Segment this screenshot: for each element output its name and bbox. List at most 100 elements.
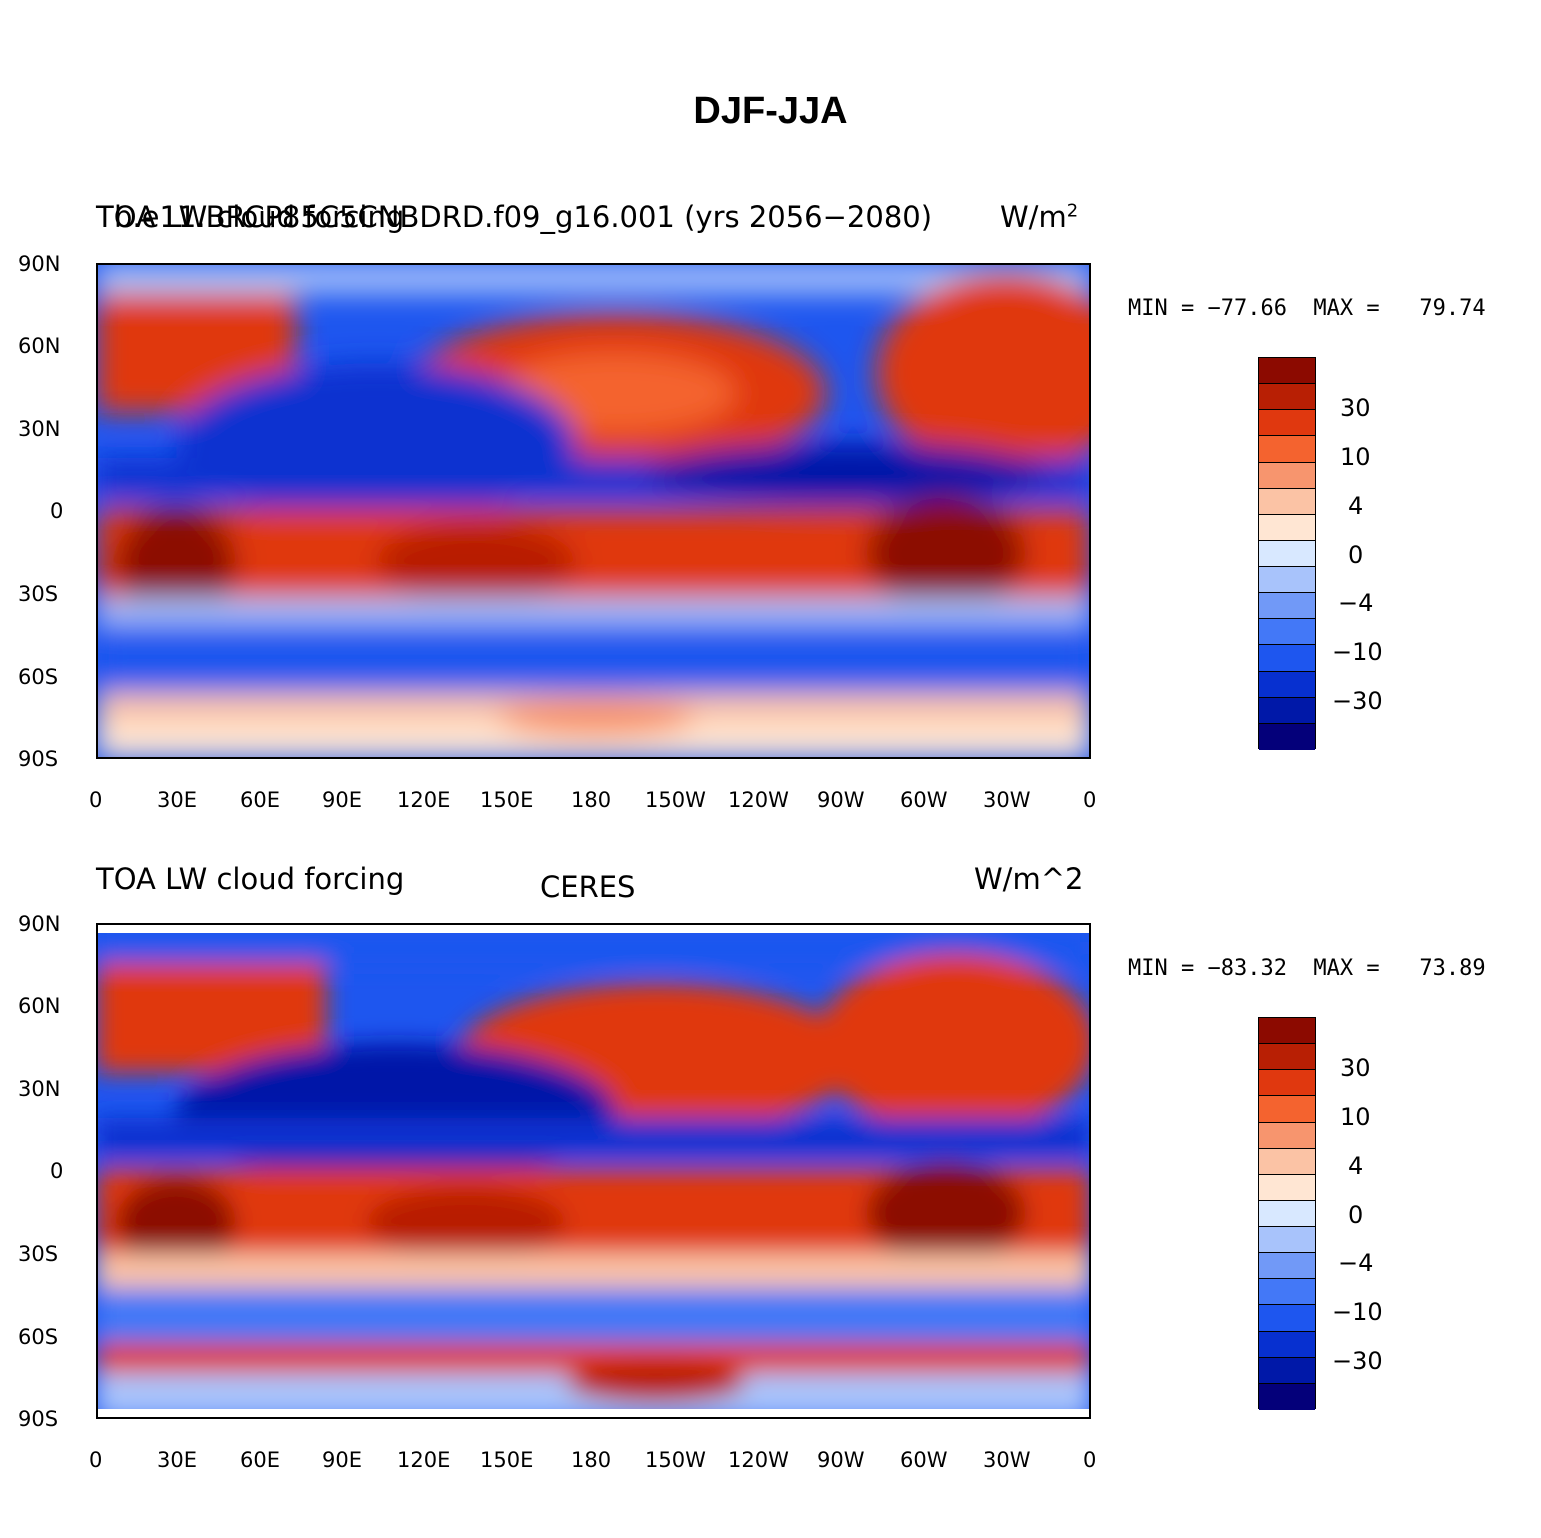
lat-label: 30N bbox=[18, 1077, 61, 1101]
lon-label: 150E bbox=[480, 1448, 534, 1472]
lon-label: 60W bbox=[900, 1448, 948, 1472]
lon-label: 120E bbox=[397, 1448, 451, 1472]
map-model bbox=[96, 263, 1091, 759]
colorbar-cell bbox=[1259, 1148, 1315, 1175]
lon-label: 30W bbox=[983, 788, 1031, 812]
colorbar-cell bbox=[1259, 1279, 1315, 1306]
colorbar-cell bbox=[1259, 1070, 1315, 1097]
lon-label: 90E bbox=[322, 1448, 362, 1472]
colorbar-cell bbox=[1259, 1122, 1315, 1149]
lon-label: 120W bbox=[728, 1448, 789, 1472]
colorbar-label: 0 bbox=[1348, 541, 1364, 569]
colorbar-cell bbox=[1259, 488, 1315, 515]
map-obs-field bbox=[96, 923, 1091, 1419]
panel-left-title: TOA LW cloud forcing bbox=[96, 862, 405, 896]
lat-label: 60N bbox=[18, 994, 61, 1018]
lat-label: 90N bbox=[18, 912, 61, 936]
lat-label: 0 bbox=[50, 499, 64, 523]
colorbar-cell bbox=[1259, 358, 1315, 385]
colorbar-cell bbox=[1259, 1331, 1315, 1358]
lon-label: 180 bbox=[571, 788, 612, 812]
colorbar-cell bbox=[1259, 723, 1315, 750]
lat-label: 30S bbox=[18, 582, 59, 606]
colorbar-label: −4 bbox=[1338, 1249, 1374, 1277]
panel-units-sup: 2 bbox=[1066, 200, 1079, 222]
colorbar-cell bbox=[1259, 593, 1315, 620]
lon-label: 120W bbox=[728, 788, 789, 812]
colorbar-cell bbox=[1259, 1044, 1315, 1071]
lat-label: 60S bbox=[18, 1325, 59, 1349]
lon-label: 150W bbox=[645, 1448, 706, 1472]
lon-label: 60W bbox=[900, 788, 948, 812]
lon-label: 150W bbox=[645, 788, 706, 812]
colorbar-label: −30 bbox=[1332, 1347, 1383, 1375]
colorbar-cell bbox=[1259, 1174, 1315, 1201]
panel-center-title: CERES bbox=[540, 870, 636, 904]
lon-label: 90E bbox=[322, 788, 362, 812]
colorbar-cell bbox=[1259, 697, 1315, 724]
colorbar-cell bbox=[1259, 567, 1315, 594]
colorbar-obs bbox=[1258, 1017, 1316, 1410]
lat-label: 60N bbox=[18, 334, 61, 358]
lat-label: 30N bbox=[18, 417, 61, 441]
colorbar-cell bbox=[1259, 410, 1315, 437]
colorbar-label: 10 bbox=[1340, 1103, 1371, 1131]
colorbar-cell bbox=[1259, 514, 1315, 541]
colorbar-cell bbox=[1259, 384, 1315, 411]
lat-label: 90S bbox=[18, 1407, 59, 1431]
min-max-readout: MIN = −77.66 MAX = 79.74 bbox=[1128, 296, 1486, 321]
lon-label: 90W bbox=[817, 788, 865, 812]
colorbar-label: −4 bbox=[1338, 589, 1374, 617]
map-obs-frame bbox=[96, 923, 1091, 1419]
colorbar-label: −10 bbox=[1332, 638, 1383, 666]
lat-label: 30S bbox=[18, 1242, 59, 1266]
panel-units-text: W/m^2 bbox=[974, 862, 1084, 896]
lon-label: 0 bbox=[89, 788, 103, 812]
panel-units: W/m2 bbox=[1000, 200, 1078, 234]
lon-label: 0 bbox=[89, 1448, 103, 1472]
panel-center-title: b.e11.BRCP85C5CNBDRD.f09_g16.001 (yrs 20… bbox=[114, 200, 933, 234]
panel-left-title: TOA LW cloud forcing bbox=[96, 200, 405, 234]
lon-label: 90W bbox=[817, 1448, 865, 1472]
panel-units-text: W/m bbox=[1000, 200, 1067, 234]
lon-label: 60E bbox=[240, 788, 280, 812]
colorbar-label: 0 bbox=[1348, 1201, 1364, 1229]
colorbar-cell bbox=[1259, 1227, 1315, 1254]
colorbar-label: 4 bbox=[1348, 1152, 1364, 1180]
colorbar-cell bbox=[1259, 645, 1315, 672]
map-model-field bbox=[96, 263, 1091, 759]
colorbar-cell bbox=[1259, 1383, 1315, 1410]
colorbar-cell bbox=[1259, 671, 1315, 698]
lon-label: 120E bbox=[397, 788, 451, 812]
panel-units: W/m^2 bbox=[974, 862, 1083, 896]
map-obs bbox=[96, 923, 1091, 1419]
colorbar-cell bbox=[1259, 1253, 1315, 1280]
colorbar-label: −10 bbox=[1332, 1298, 1383, 1326]
lon-label: 30E bbox=[157, 788, 197, 812]
figure-title: DJF-JJA bbox=[693, 90, 848, 132]
lat-label: 90N bbox=[18, 252, 61, 276]
colorbar-label: 10 bbox=[1340, 443, 1371, 471]
lat-label: 60S bbox=[18, 665, 59, 689]
colorbar-label: 30 bbox=[1340, 1054, 1371, 1082]
colorbar-cell bbox=[1259, 462, 1315, 489]
lon-label: 150E bbox=[480, 788, 534, 812]
colorbar-label: −30 bbox=[1332, 687, 1383, 715]
map-model-frame bbox=[96, 263, 1091, 759]
colorbar-label: 4 bbox=[1348, 492, 1364, 520]
colorbar-cell bbox=[1259, 436, 1315, 463]
colorbar-cell bbox=[1259, 1200, 1315, 1227]
colorbar-cell bbox=[1259, 1096, 1315, 1123]
colorbar-cell bbox=[1259, 540, 1315, 567]
lon-label: 60E bbox=[240, 1448, 280, 1472]
colorbar-cell bbox=[1259, 1305, 1315, 1332]
lon-label: 180 bbox=[571, 1448, 612, 1472]
colorbar-cell bbox=[1259, 1018, 1315, 1045]
colorbar-cell bbox=[1259, 619, 1315, 646]
lon-label: 30E bbox=[157, 1448, 197, 1472]
lat-label: 90S bbox=[18, 747, 59, 771]
lat-label: 0 bbox=[50, 1159, 64, 1183]
min-max-readout: MIN = −83.32 MAX = 73.89 bbox=[1128, 956, 1486, 981]
colorbar-cell bbox=[1259, 1357, 1315, 1384]
colorbar-model bbox=[1258, 357, 1316, 750]
